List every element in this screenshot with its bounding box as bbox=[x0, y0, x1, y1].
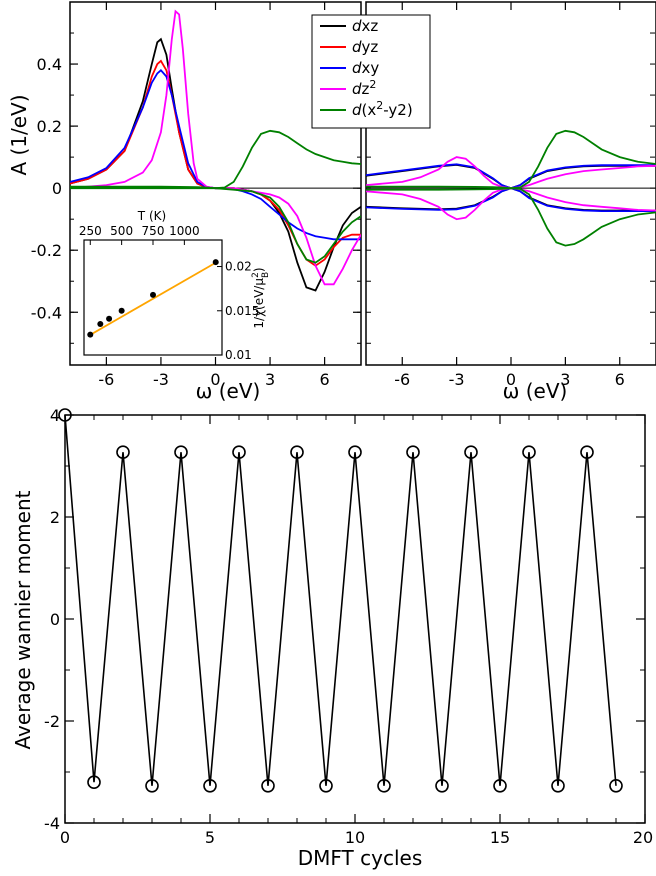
right-x-tick-label: 0 bbox=[506, 370, 516, 389]
legend-label: d(x2-y2) bbox=[352, 99, 413, 120]
wannier-moment-point bbox=[348, 445, 362, 460]
inset-data-point bbox=[212, 259, 219, 266]
inset-y-tick-label: 0.015 bbox=[225, 304, 259, 318]
left-y-axis-label: A (1/eV) bbox=[7, 94, 31, 175]
left-x-tick-label: 6 bbox=[320, 370, 330, 389]
legend-label: dyz bbox=[352, 38, 378, 56]
right-series-line-6 bbox=[366, 129, 656, 190]
wannier-moment-point bbox=[464, 445, 478, 460]
left-x-tick-label: -3 bbox=[153, 370, 169, 389]
bottom-x-tick-label: 20 bbox=[633, 828, 653, 847]
inset-data-point bbox=[87, 331, 94, 338]
left-x-axis-label: ω (eV) bbox=[196, 379, 261, 403]
right-x-tick-label: 6 bbox=[615, 370, 625, 389]
bottom-x-axis-label: DMFT cycles bbox=[298, 846, 423, 870]
right-x-tick-label: -3 bbox=[449, 370, 465, 389]
wannier-moment-point bbox=[551, 778, 565, 793]
bottom-x-tick-label: 10 bbox=[345, 828, 365, 847]
inset-y-axis-label: 1/χ(eV/μB2) bbox=[251, 267, 271, 328]
right-series-line-4 bbox=[366, 156, 656, 190]
spectral-right-panel: -6 -3 0 3 6 bbox=[365, 1, 656, 389]
legend-label: dxy bbox=[352, 59, 379, 77]
wannier-moment-point bbox=[580, 445, 594, 460]
right-series-line-7 bbox=[366, 187, 656, 247]
wannier-moment-point bbox=[232, 445, 246, 460]
susceptibility-inset: 250 500 750 1000 0.01 0.015 0.021/χ(eV/μB2) bbox=[79, 224, 271, 362]
left-x-tick-label: 0 bbox=[210, 370, 220, 389]
wannier-moment-point bbox=[493, 778, 507, 793]
left-x-tick-label: -6 bbox=[98, 370, 114, 389]
wannier-moment-line bbox=[64, 414, 617, 786]
wannier-moment-point bbox=[203, 778, 217, 793]
inset-data-point bbox=[118, 307, 125, 314]
bottom-y-tick-label: 2 bbox=[50, 508, 60, 527]
wannier-moment-point bbox=[522, 445, 536, 460]
bottom-x-tick-label: 15 bbox=[490, 828, 510, 847]
bottom-x-tick-label: 5 bbox=[205, 828, 215, 847]
left-x-tick-label: 3 bbox=[265, 370, 275, 389]
inset-fit-line bbox=[88, 260, 219, 337]
right-series-line-5 bbox=[366, 187, 656, 221]
legend-label: dxz bbox=[352, 17, 378, 35]
inset-x-tick-label: 1000 bbox=[169, 224, 200, 238]
bottom-y-tick-label: 4 bbox=[50, 406, 60, 425]
inset-y-tick-label: 0.01 bbox=[225, 348, 252, 362]
bottom-plot-frame bbox=[64, 414, 646, 824]
inset-data-point bbox=[97, 321, 104, 328]
legend-label: dz2 bbox=[352, 78, 376, 99]
right-x-tick-label: -6 bbox=[394, 370, 410, 389]
inset-data-point bbox=[106, 315, 113, 322]
bottom-y-tick-label: 0 bbox=[50, 610, 60, 629]
right-series-line-1 bbox=[366, 163, 656, 190]
right-x-axis-label: ω (eV) bbox=[503, 379, 568, 403]
inset-x-tick-label: 500 bbox=[110, 224, 133, 238]
left-y-tick-label: 0.4 bbox=[37, 55, 62, 74]
wannier-moment-panel: 0 5 10 15 20 -4 -2 0 2 4 bbox=[44, 406, 653, 847]
spectral-left-panel: -6 -3 0 3 6 -0.4 -0.2 0 0.2 0.4 bbox=[31, 1, 362, 389]
bottom-x-tick-label: 0 bbox=[60, 828, 70, 847]
inset-y-tick-label: 0.02 bbox=[225, 260, 252, 274]
right-series-line-3 bbox=[366, 187, 656, 213]
wannier-moment-point bbox=[406, 445, 420, 460]
left-y-tick-label: -0.4 bbox=[31, 303, 62, 322]
inset-x-tick-label: 250 bbox=[79, 224, 102, 238]
wannier-moment-point bbox=[116, 445, 130, 460]
wannier-moment-point bbox=[377, 778, 391, 793]
inset-x-axis-label: T (K) bbox=[137, 209, 166, 223]
left-y-tick-label: 0 bbox=[52, 179, 62, 198]
left-series-line-5 bbox=[70, 187, 361, 264]
bottom-y-tick-label: -4 bbox=[44, 814, 60, 833]
inset-data-point bbox=[150, 291, 156, 298]
left-series-line-4 bbox=[70, 129, 361, 190]
wannier-moment-point bbox=[319, 778, 333, 793]
wannier-moment-point bbox=[609, 778, 623, 793]
inset-x-tick-label: 750 bbox=[142, 224, 165, 238]
wannier-moment-point bbox=[261, 778, 275, 793]
wannier-moment-point bbox=[145, 778, 159, 793]
wannier-moment-point bbox=[435, 778, 449, 793]
left-y-tick-label: 0.2 bbox=[37, 117, 62, 136]
bottom-y-tick-label: -2 bbox=[44, 712, 60, 731]
bottom-y-axis-label: Average wannier moment bbox=[11, 490, 35, 749]
wannier-moment-point bbox=[174, 445, 188, 460]
left-y-tick-label: -0.2 bbox=[31, 241, 62, 260]
wannier-moment-point bbox=[87, 775, 101, 790]
right-x-tick-label: 3 bbox=[560, 370, 570, 389]
wannier-moment-point bbox=[58, 408, 72, 422]
wannier-moment-point bbox=[290, 445, 304, 460]
